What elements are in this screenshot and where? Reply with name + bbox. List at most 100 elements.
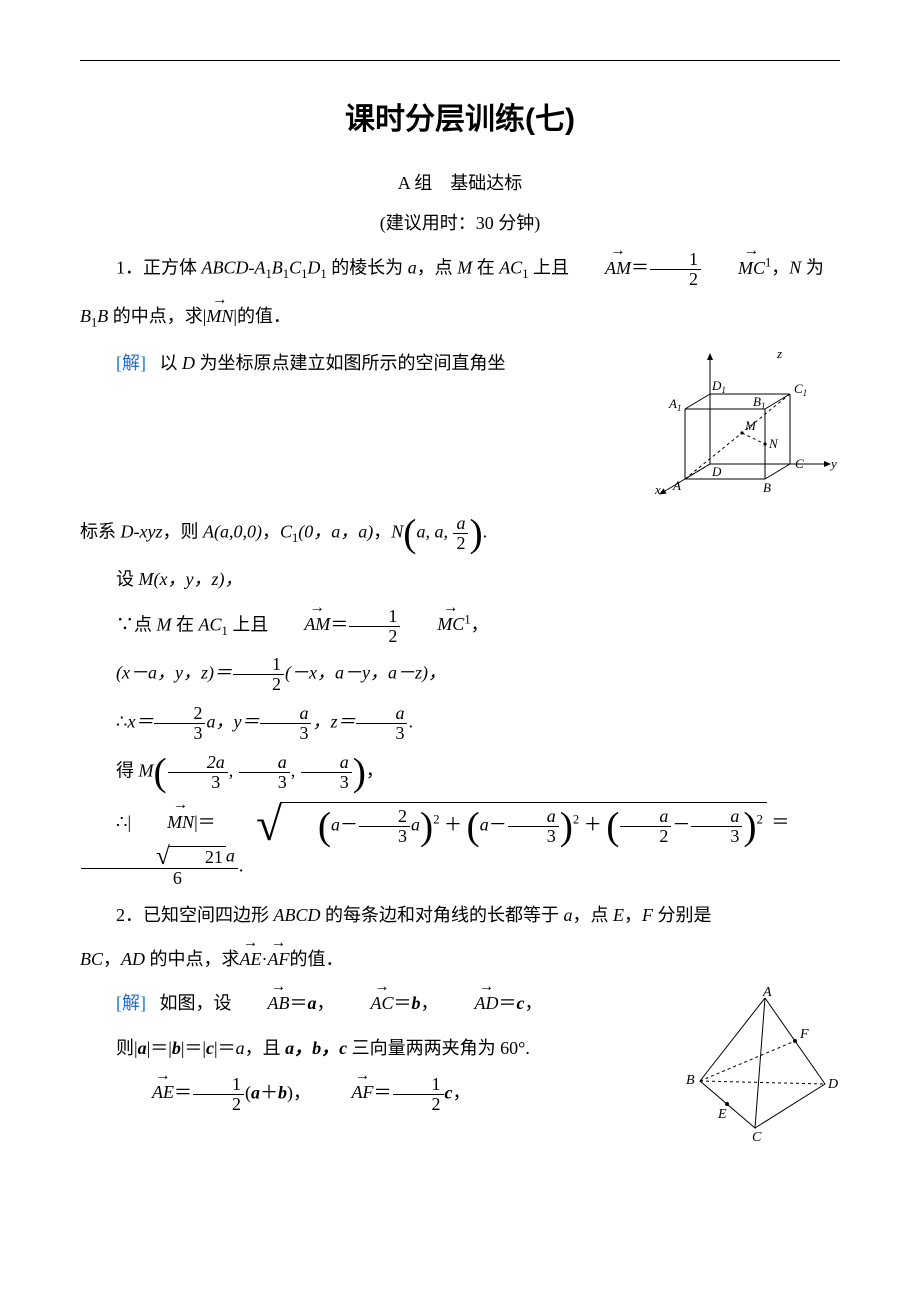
lbl-E: E: [717, 1107, 727, 1122]
f: a3: [239, 753, 290, 792]
t: －: [489, 814, 507, 834]
t: M: [157, 614, 172, 634]
rp: ): [420, 804, 433, 848]
f: a3: [356, 704, 407, 743]
t: F: [642, 905, 653, 925]
t: E: [613, 905, 624, 925]
rp: ): [353, 750, 366, 794]
t: x＝: [127, 712, 153, 732]
d: 3: [168, 773, 228, 792]
t: ，: [471, 614, 489, 634]
lbl-D1s: 1: [721, 385, 726, 395]
t: ，且: [245, 1038, 286, 1058]
result-frac: √21a 6: [81, 846, 238, 889]
p1-sol-xyz: ∴x＝23a，y＝a3，z＝a3.: [80, 704, 840, 743]
t: N: [789, 258, 801, 278]
p1-sol-2: 标系 D-xyz，则 A(a,0,0)，C1(0，a，a)，N(a, a, a2…: [80, 514, 840, 553]
t: .: [239, 855, 244, 875]
t: |＝|: [147, 1038, 172, 1058]
d: 3: [301, 773, 352, 792]
t: 上且: [228, 614, 269, 634]
lbl-B: B: [686, 1073, 695, 1088]
lbl-D: D: [827, 1077, 838, 1092]
t: ＋: [444, 814, 462, 834]
lp: (: [467, 804, 480, 848]
sol-label: [解]: [116, 353, 146, 373]
d: 3: [154, 724, 205, 743]
t: BC: [80, 949, 103, 969]
t: 三向量两两夹角为 60°.: [347, 1038, 530, 1058]
d: 2: [393, 1095, 444, 1114]
d: 3: [691, 827, 742, 846]
vec-MC1: MC: [702, 251, 765, 285]
t: a: [331, 814, 340, 834]
t: ＝: [631, 258, 649, 278]
t: ＋: [584, 814, 602, 834]
rp: ): [560, 804, 573, 848]
lbl-C: C: [752, 1130, 762, 1141]
t: (0，a，a): [298, 521, 373, 541]
t: |＝: [214, 1038, 236, 1058]
n: a: [620, 807, 671, 827]
sqrt: √ (a－23a)2 ＋ (a－a3)2 ＋ (a2－a3)2: [220, 802, 767, 846]
lbl-A: A: [672, 478, 681, 493]
t: a: [564, 905, 573, 925]
lp: (: [318, 804, 331, 848]
p1-sol-final: ∴|MN|＝ √ (a－23a)2 ＋ (a－a3)2 ＋ (a2－a3)2 ＝…: [80, 802, 840, 888]
t: ，: [453, 1082, 471, 1102]
d: 3: [239, 773, 290, 792]
t: 的每条边和对角线的长都等于: [321, 905, 564, 925]
t: D: [182, 353, 195, 373]
rp: ): [743, 804, 756, 848]
p1-sol-vecEq: (x－a，y，z)＝12(－x，a－y，a－z)，: [80, 655, 840, 694]
n: a: [691, 807, 742, 827]
t: 设: [116, 569, 139, 589]
t: 的中点，求|: [108, 306, 206, 326]
lbl-x: x: [654, 482, 661, 496]
t: ，则: [162, 521, 203, 541]
t: ，z＝: [312, 712, 355, 732]
t: a: [236, 1038, 245, 1058]
f: a3: [260, 704, 311, 743]
d: 3: [260, 724, 311, 743]
d: 6: [81, 869, 238, 888]
t: ，: [262, 521, 280, 541]
p1-sol-since: ∵点 M 在 AC1 上且AM＝12MC1，: [80, 607, 840, 646]
n: a: [453, 514, 468, 534]
d: 2: [193, 1095, 244, 1114]
t: ，点: [417, 258, 458, 278]
svg-text:A1: A1: [668, 396, 681, 413]
t: 上且: [529, 258, 570, 278]
t: ∵点: [116, 614, 157, 634]
lbl-A1: A: [668, 396, 677, 411]
f: a3: [301, 753, 352, 792]
f: a2: [453, 514, 468, 553]
t: D-xyz: [121, 521, 163, 541]
d: 2: [620, 827, 671, 846]
lbl-B1s: 1: [761, 401, 766, 411]
page-title: 课时分层训练(七): [80, 91, 840, 148]
vec-AD: AD: [439, 986, 499, 1020]
lbl-C: C: [795, 456, 804, 471]
t: b: [278, 1082, 287, 1102]
p1-stem-line2: B1B 的中点，求|MN|的值．: [80, 299, 840, 336]
t: ，: [624, 905, 642, 925]
t: ＝: [290, 993, 308, 1013]
t: ＝: [374, 1082, 392, 1102]
t: a: [226, 845, 235, 865]
t: ，: [421, 993, 439, 1013]
t: M: [139, 761, 154, 781]
vec-MN2: MN: [131, 805, 194, 839]
n: 1: [233, 655, 284, 675]
t: ，点: [573, 905, 614, 925]
lbl-C1s: 1: [803, 388, 808, 398]
t: 的值．: [290, 949, 344, 969]
vec-MC1b: MC: [401, 607, 464, 641]
t: B: [272, 258, 283, 278]
t: ABCD: [274, 905, 321, 925]
d: 3: [356, 724, 407, 743]
t: c: [445, 1082, 453, 1102]
t: 分别是: [653, 905, 712, 925]
t: 在: [472, 258, 499, 278]
t: N: [391, 521, 403, 541]
